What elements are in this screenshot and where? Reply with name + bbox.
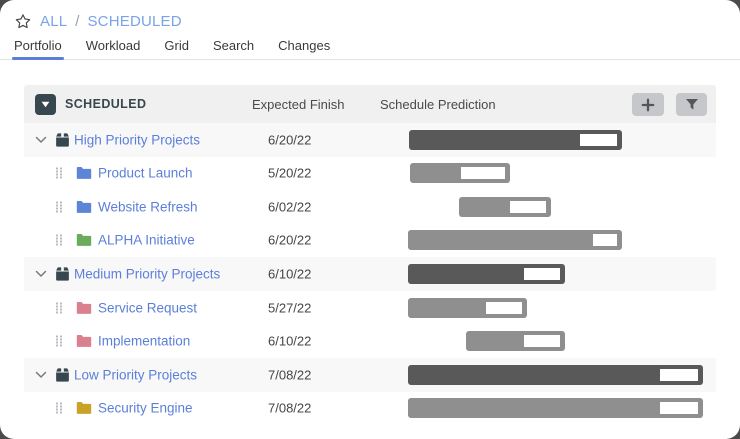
table-title: SCHEDULED xyxy=(65,97,147,111)
table-row[interactable]: Implementation 6/10/22 xyxy=(24,324,716,358)
folder-icon xyxy=(76,233,92,247)
filter-button[interactable] xyxy=(676,93,707,116)
folder-icon xyxy=(76,200,92,214)
expected-finish-date: 6/10/22 xyxy=(268,333,312,349)
expected-finish-date: 6/02/22 xyxy=(268,199,312,215)
row-name-link[interactable]: Website Refresh xyxy=(98,199,198,215)
row-name-link[interactable]: Implementation xyxy=(98,333,191,349)
table-row[interactable]: Website Refresh 6/02/22 xyxy=(24,190,716,224)
tab-grid[interactable]: Grid xyxy=(164,38,189,53)
expected-finish-date: 5/27/22 xyxy=(268,300,312,316)
collapse-all-button[interactable] xyxy=(35,93,56,115)
prediction-range-box xyxy=(658,400,700,417)
folder-icon xyxy=(76,401,92,415)
schedule-prediction-bar xyxy=(408,297,527,318)
table-row[interactable]: High Priority Projects 6/20/22 xyxy=(24,123,716,157)
chevron-down-icon[interactable] xyxy=(35,270,47,278)
row-name-link[interactable]: ALPHA Initiative xyxy=(98,232,195,248)
prediction-range-box xyxy=(508,198,548,215)
prediction-range-box xyxy=(578,131,619,148)
package-icon xyxy=(55,132,70,147)
drag-handle[interactable] xyxy=(56,402,62,414)
schedule-prediction-bar xyxy=(408,264,565,285)
star-icon[interactable] xyxy=(14,13,32,30)
plus-icon xyxy=(641,98,655,111)
expected-finish-date: 6/20/22 xyxy=(268,132,312,148)
folder-icon xyxy=(76,334,92,348)
schedule-prediction-bar xyxy=(408,398,703,419)
breadcrumb-scheduled[interactable]: SCHEDULED xyxy=(87,12,182,30)
expected-finish-date: 7/08/22 xyxy=(268,367,312,383)
table-header: SCHEDULED Expected Finish Schedule Predi… xyxy=(24,85,716,123)
table-row[interactable]: Low Priority Projects 7/08/22 xyxy=(24,357,716,392)
row-name-link[interactable]: Medium Priority Projects xyxy=(74,266,221,282)
package-icon xyxy=(55,267,70,282)
tab-bar: Portfolio Workload Grid Search Changes xyxy=(0,37,740,60)
breadcrumb-all[interactable]: ALL xyxy=(40,12,68,30)
drag-handle[interactable] xyxy=(56,302,62,314)
breadcrumb: ALL / SCHEDULED xyxy=(14,11,182,31)
schedule-prediction-bar xyxy=(410,163,510,184)
tab-portfolio[interactable]: Portfolio xyxy=(12,38,64,60)
row-name-link[interactable]: Low Priority Projects xyxy=(74,367,198,383)
expected-finish-date: 7/08/22 xyxy=(268,400,312,416)
row-name-link[interactable]: Product Launch xyxy=(98,165,193,181)
table-row[interactable]: Medium Priority Projects 6/10/22 xyxy=(24,257,716,291)
drag-handle[interactable] xyxy=(56,234,62,246)
schedule-prediction-bar xyxy=(409,129,622,150)
drag-handle[interactable] xyxy=(56,167,62,179)
prediction-range-box xyxy=(658,366,700,383)
prediction-range-box xyxy=(522,266,562,283)
portfolio-table: SCHEDULED Expected Finish Schedule Predi… xyxy=(24,85,716,426)
table-row[interactable]: Security Engine 7/08/22 xyxy=(24,391,716,426)
folder-icon xyxy=(76,166,92,180)
row-name-link[interactable]: High Priority Projects xyxy=(74,132,201,148)
funnel-icon xyxy=(685,99,698,110)
column-header-schedule-prediction: Schedule Prediction xyxy=(380,96,496,112)
prediction-range-box xyxy=(459,165,507,182)
schedule-prediction-bar xyxy=(408,230,622,251)
tab-changes[interactable]: Changes xyxy=(278,38,331,53)
table-row[interactable]: Product Launch 5/20/22 xyxy=(24,156,716,191)
breadcrumb-separator: / xyxy=(75,12,80,30)
schedule-prediction-bar xyxy=(466,331,565,352)
prediction-range-box xyxy=(484,299,524,316)
row-name-link[interactable]: Service Request xyxy=(98,300,198,316)
prediction-range-box xyxy=(522,333,562,350)
expected-finish-date: 6/10/22 xyxy=(268,266,312,282)
table-rows: High Priority Projects 6/20/22 Product L… xyxy=(24,123,716,426)
add-button[interactable] xyxy=(632,93,664,116)
tab-workload[interactable]: Workload xyxy=(85,38,141,53)
row-name-link[interactable]: Security Engine xyxy=(98,400,193,416)
schedule-prediction-bar xyxy=(459,196,551,217)
package-icon xyxy=(55,367,70,382)
folder-icon xyxy=(76,301,92,315)
schedule-prediction-bar xyxy=(408,364,703,385)
column-header-expected-finish: Expected Finish xyxy=(252,96,345,112)
drag-handle[interactable] xyxy=(56,201,62,213)
tab-search[interactable]: Search xyxy=(212,38,255,53)
expected-finish-date: 6/20/22 xyxy=(268,232,312,248)
chevron-down-icon[interactable] xyxy=(35,371,47,379)
table-row[interactable]: ALPHA Initiative 6/20/22 xyxy=(24,223,716,258)
expected-finish-date: 5/20/22 xyxy=(268,165,312,181)
drag-handle[interactable] xyxy=(56,335,62,347)
prediction-range-box xyxy=(591,232,619,249)
table-row[interactable]: Service Request 5/27/22 xyxy=(24,290,716,325)
chevron-down-icon[interactable] xyxy=(35,136,47,144)
